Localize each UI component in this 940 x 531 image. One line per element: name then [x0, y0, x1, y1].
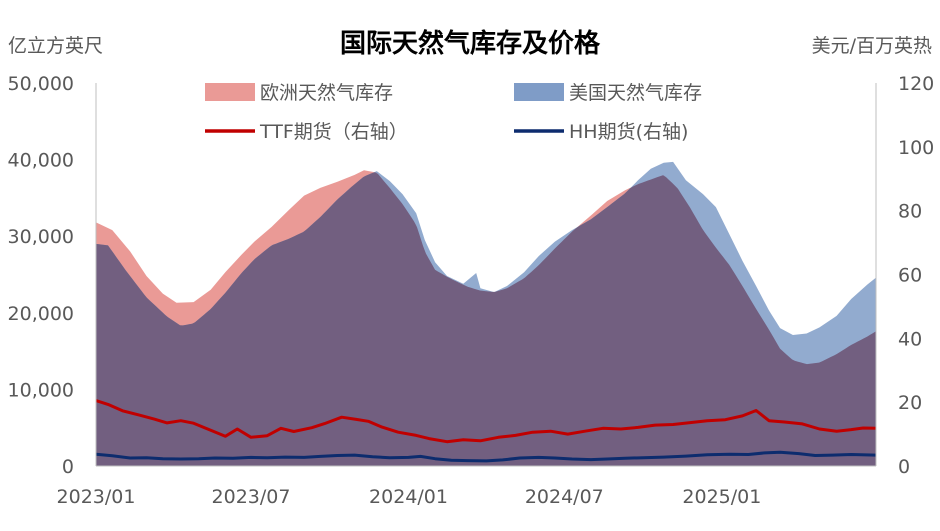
right-tick-label: 60	[898, 265, 922, 287]
left-tick-label: 20,000	[8, 303, 74, 325]
legend-swatch-eu-storage	[205, 83, 255, 101]
line-ttf	[95, 399, 877, 444]
legend: 欧洲天然气库存 美国天然气库存 TTF期货（右轴） HH期货(右轴)	[205, 82, 702, 143]
left-axis-ticks: 0 10,000 20,000 30,000 40,000 50,000	[8, 73, 74, 478]
area-overlap	[96, 172, 876, 467]
right-axis-ticks: 0 20 40 60 80 100 120	[898, 73, 934, 478]
right-tick-label: 0	[898, 456, 910, 478]
chart-title: 国际天然气库存及价格	[340, 28, 601, 59]
x-tick-label: 2023/07	[212, 486, 291, 508]
axes	[95, 83, 877, 467]
right-axis-unit: 美元/百万英热	[812, 35, 932, 57]
right-tick-label: 40	[898, 328, 922, 350]
left-tick-label: 40,000	[8, 150, 74, 172]
left-tick-label: 30,000	[8, 226, 74, 248]
line-hh	[95, 450, 877, 463]
left-axis-unit: 亿立方英尺	[8, 35, 103, 57]
x-tick-label: 2025/01	[682, 486, 761, 508]
x-axis-ticks: 2023/01 2023/07 2024/01 2024/07 2025/01	[57, 486, 762, 508]
line-layer	[95, 399, 877, 463]
right-tick-label: 20	[898, 392, 922, 414]
area-layer	[96, 161, 876, 467]
legend-label-eu-storage: 欧洲天然气库存	[260, 82, 393, 104]
x-tick-label: 2024/01	[369, 486, 448, 508]
left-tick-label: 50,000	[8, 73, 74, 95]
right-tick-label: 80	[898, 201, 922, 223]
right-tick-label: 120	[898, 73, 934, 95]
x-tick-label: 2023/01	[57, 486, 136, 508]
right-tick-label: 100	[898, 137, 934, 159]
legend-label-us-storage: 美国天然气库存	[569, 82, 702, 104]
left-tick-label: 10,000	[8, 379, 74, 401]
legend-swatch-us-storage	[514, 83, 564, 101]
legend-label-ttf: TTF期货（右轴）	[259, 121, 408, 143]
x-tick-label: 2024/07	[525, 486, 604, 508]
legend-label-hh: HH期货(右轴)	[569, 121, 688, 143]
left-tick-label: 0	[62, 456, 74, 478]
